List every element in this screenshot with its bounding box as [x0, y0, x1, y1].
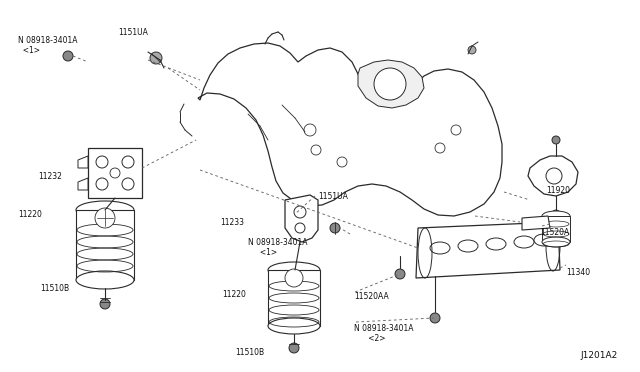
Text: 11220: 11220	[18, 210, 42, 219]
Ellipse shape	[514, 236, 534, 248]
Circle shape	[96, 178, 108, 190]
Polygon shape	[416, 222, 560, 278]
Polygon shape	[268, 270, 320, 326]
Circle shape	[110, 168, 120, 178]
Polygon shape	[78, 178, 88, 190]
Circle shape	[63, 51, 73, 61]
Ellipse shape	[534, 234, 554, 246]
Circle shape	[122, 178, 134, 190]
Circle shape	[304, 124, 316, 136]
Ellipse shape	[268, 262, 320, 278]
Text: 11232: 11232	[38, 172, 62, 181]
Polygon shape	[542, 216, 570, 242]
Text: 11510B: 11510B	[235, 348, 264, 357]
Text: N 08918-3401A
      <2>: N 08918-3401A <2>	[354, 324, 413, 343]
Circle shape	[552, 210, 560, 218]
Circle shape	[374, 68, 406, 100]
Polygon shape	[285, 195, 318, 242]
Circle shape	[289, 343, 299, 353]
Circle shape	[295, 223, 305, 233]
Ellipse shape	[542, 237, 570, 247]
Text: J1201A2: J1201A2	[580, 351, 618, 360]
Polygon shape	[76, 210, 134, 280]
Text: 11920: 11920	[546, 186, 570, 195]
Text: 11340: 11340	[566, 268, 590, 277]
Circle shape	[468, 46, 476, 54]
Circle shape	[546, 168, 562, 184]
Ellipse shape	[76, 201, 134, 219]
Circle shape	[285, 269, 303, 287]
Text: 11233: 11233	[220, 218, 244, 227]
Text: 11520AA: 11520AA	[354, 292, 388, 301]
Circle shape	[552, 136, 560, 144]
Polygon shape	[528, 156, 578, 196]
Circle shape	[96, 156, 108, 168]
Ellipse shape	[268, 318, 320, 334]
Ellipse shape	[458, 240, 478, 252]
Ellipse shape	[542, 211, 570, 221]
Ellipse shape	[486, 238, 506, 250]
Text: 1151UA: 1151UA	[318, 192, 348, 201]
Ellipse shape	[430, 242, 450, 254]
Circle shape	[95, 208, 115, 228]
Polygon shape	[78, 156, 88, 168]
Text: 11520A: 11520A	[540, 228, 569, 237]
Circle shape	[122, 156, 134, 168]
Text: 11220: 11220	[222, 290, 246, 299]
Text: 1151UA: 1151UA	[118, 28, 148, 37]
Text: N 08918-3401A
     <1>: N 08918-3401A <1>	[248, 238, 307, 257]
Circle shape	[337, 157, 347, 167]
Ellipse shape	[76, 271, 134, 289]
Circle shape	[330, 223, 340, 233]
Text: N 08918-3401A
  <1>: N 08918-3401A <1>	[18, 36, 77, 55]
Circle shape	[435, 143, 445, 153]
Circle shape	[100, 299, 110, 309]
Circle shape	[451, 125, 461, 135]
Circle shape	[294, 206, 306, 218]
Polygon shape	[358, 60, 424, 108]
Circle shape	[311, 145, 321, 155]
Circle shape	[150, 52, 162, 64]
Polygon shape	[522, 216, 550, 230]
Circle shape	[395, 269, 405, 279]
Polygon shape	[198, 43, 502, 216]
Polygon shape	[88, 148, 142, 198]
Text: 11510B: 11510B	[40, 284, 69, 293]
Circle shape	[430, 313, 440, 323]
